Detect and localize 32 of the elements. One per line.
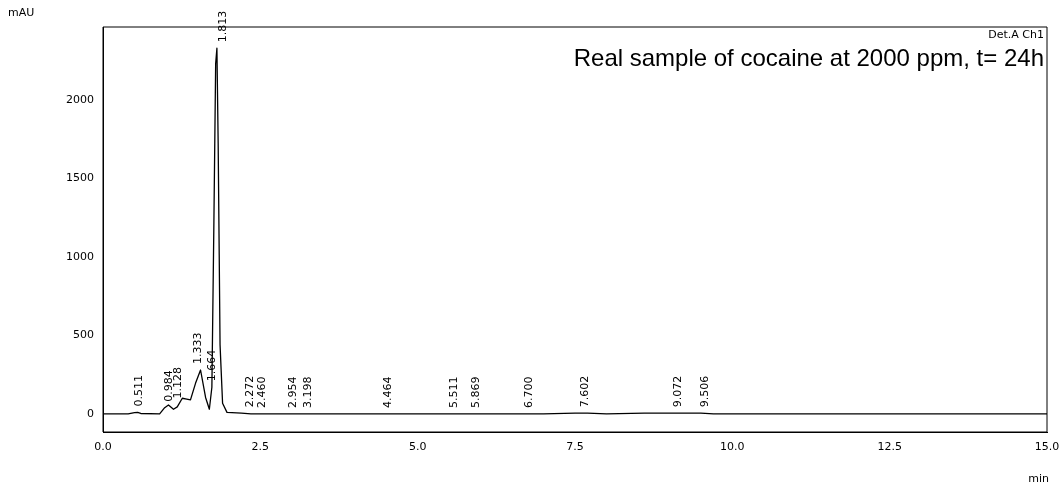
annotation: 1.128	[170, 367, 184, 399]
annotation: 2.272	[242, 375, 256, 408]
annotation: Det.A Ch1	[988, 28, 1044, 42]
annotation: 9.072	[670, 375, 684, 408]
y-tick-label: 2000	[66, 92, 94, 106]
annotation: 4.464	[380, 376, 394, 408]
annotation: 1.333	[191, 332, 205, 364]
x-tick-label: 0.0	[94, 440, 112, 454]
x-axis-title: min	[1028, 472, 1050, 486]
annotation: 3.198	[301, 376, 315, 408]
annotation: 6.700	[521, 376, 535, 408]
x-tick-label: 12.5	[877, 440, 902, 454]
y-tick-label: 1500	[66, 171, 94, 185]
x-tick-label: 15.0	[1034, 440, 1060, 454]
annotation: 1.664	[204, 349, 218, 382]
annotation: 2.460	[254, 376, 268, 408]
annotation: 7.602	[578, 375, 592, 408]
annotation: 5.869	[469, 376, 483, 408]
y-tick-label: 0	[87, 406, 94, 420]
y-axis-title: mAU	[8, 6, 35, 20]
annotation: Real sample of cocaine at 2000 ppm, t= 24h	[573, 43, 1044, 71]
x-tick-label: 10.0	[720, 440, 745, 454]
y-tick-label: 500	[73, 328, 94, 342]
x-tick-label: 2.5	[251, 440, 270, 454]
x-tick-label: 5.0	[408, 440, 427, 454]
annotation: 0.511	[132, 374, 146, 407]
x-tick-label: 7.5	[566, 440, 584, 454]
annotation: 2.954	[285, 376, 299, 408]
annotation: 1.813	[216, 10, 230, 43]
annotation: 5.511	[446, 376, 460, 408]
y-tick-label: 1000	[66, 249, 94, 263]
annotation: 9.506	[698, 375, 712, 408]
